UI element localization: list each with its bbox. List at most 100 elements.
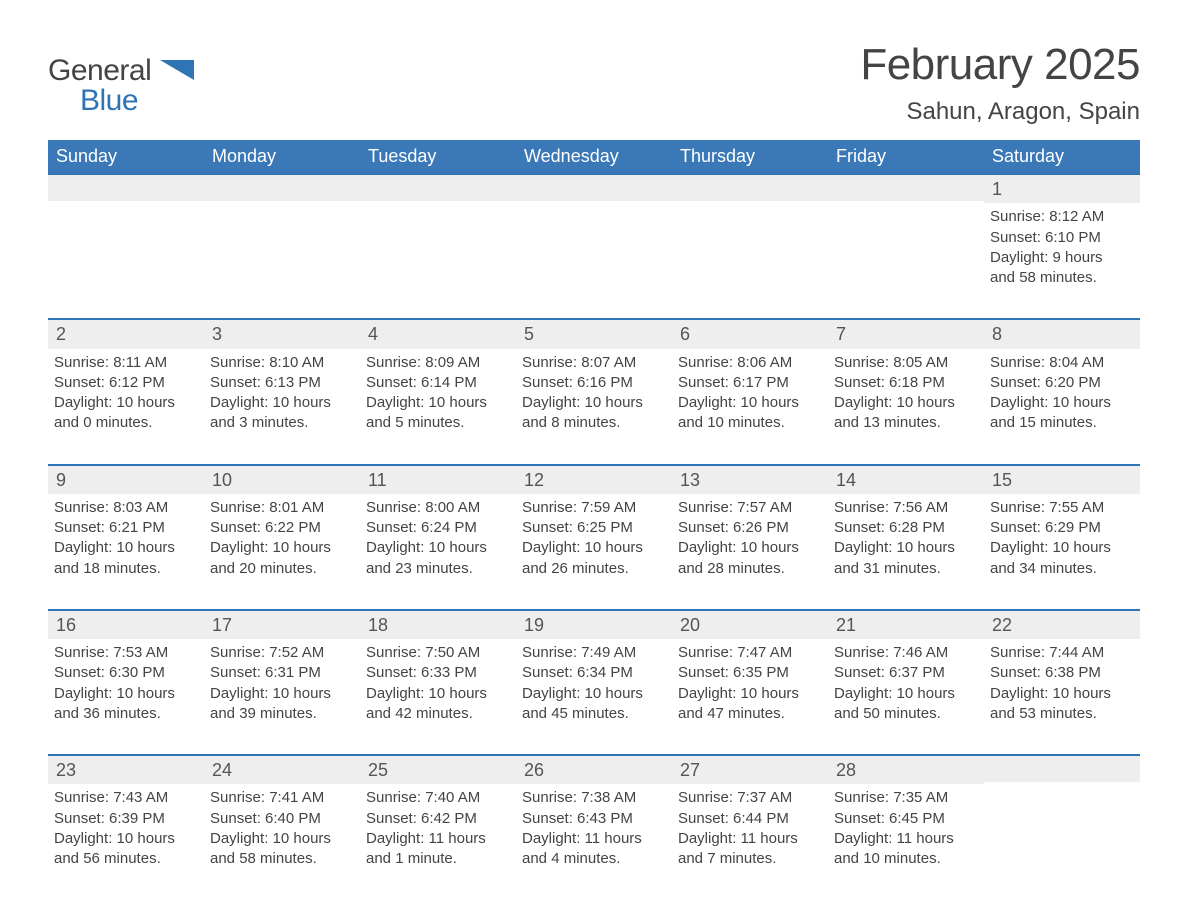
day-cell: 24Sunrise: 7:41 AMSunset: 6:40 PMDayligh…: [204, 756, 360, 869]
day-info: Sunrise: 8:01 AMSunset: 6:22 PMDaylight:…: [210, 498, 354, 579]
day-sunrise: Sunrise: 7:37 AM: [678, 788, 822, 808]
day-info: Sunrise: 7:53 AMSunset: 6:30 PMDaylight:…: [54, 643, 198, 724]
day-dl1: Daylight: 11 hours: [678, 829, 822, 849]
day-number: [48, 175, 204, 201]
day-info: Sunrise: 8:12 AMSunset: 6:10 PMDaylight:…: [990, 207, 1134, 288]
day-info: Sunrise: 8:10 AMSunset: 6:13 PMDaylight:…: [210, 353, 354, 434]
day-number: 10: [204, 466, 360, 494]
day-number: 28: [828, 756, 984, 784]
day-info: Sunrise: 7:49 AMSunset: 6:34 PMDaylight:…: [522, 643, 666, 724]
day-dl1: Daylight: 11 hours: [522, 829, 666, 849]
day-number: 20: [672, 611, 828, 639]
day-sunrise: Sunrise: 7:47 AM: [678, 643, 822, 663]
day-sunset: Sunset: 6:31 PM: [210, 663, 354, 683]
day-cell: 6Sunrise: 8:06 AMSunset: 6:17 PMDaylight…: [672, 320, 828, 433]
day-sunset: Sunset: 6:13 PM: [210, 373, 354, 393]
location-subtitle: Sahun, Aragon, Spain: [860, 98, 1140, 126]
day-sunrise: Sunrise: 8:03 AM: [54, 498, 198, 518]
day-cell: [984, 756, 1140, 869]
day-sunset: Sunset: 6:42 PM: [366, 809, 510, 829]
day-number: [360, 175, 516, 201]
day-dl1: Daylight: 10 hours: [54, 684, 198, 704]
day-info: Sunrise: 8:07 AMSunset: 6:16 PMDaylight:…: [522, 353, 666, 434]
day-dl2: and 50 minutes.: [834, 704, 978, 724]
week-row: 9Sunrise: 8:03 AMSunset: 6:21 PMDaylight…: [48, 464, 1140, 579]
day-cell: [828, 175, 984, 288]
day-cell: 13Sunrise: 7:57 AMSunset: 6:26 PMDayligh…: [672, 466, 828, 579]
day-info: Sunrise: 8:11 AMSunset: 6:12 PMDaylight:…: [54, 353, 198, 434]
day-info: Sunrise: 7:59 AMSunset: 6:25 PMDaylight:…: [522, 498, 666, 579]
dayname-thursday: Thursday: [672, 140, 828, 173]
day-dl2: and 8 minutes.: [522, 413, 666, 433]
day-sunrise: Sunrise: 8:09 AM: [366, 353, 510, 373]
day-sunrise: Sunrise: 7:44 AM: [990, 643, 1134, 663]
day-cell: 5Sunrise: 8:07 AMSunset: 6:16 PMDaylight…: [516, 320, 672, 433]
day-sunrise: Sunrise: 7:59 AM: [522, 498, 666, 518]
day-sunset: Sunset: 6:10 PM: [990, 228, 1134, 248]
day-dl2: and 18 minutes.: [54, 559, 198, 579]
day-dl1: Daylight: 10 hours: [210, 829, 354, 849]
day-number: [672, 175, 828, 201]
day-sunrise: Sunrise: 8:00 AM: [366, 498, 510, 518]
day-cell: 17 Sunrise: 7:52 AMSunset: 6:31 PMDayligh…: [204, 611, 360, 724]
day-cell: 2Sunrise: 8:11 AMSunset: 6:12 PMDaylight…: [48, 320, 204, 433]
day-sunrise: Sunrise: 7:57 AM: [678, 498, 822, 518]
day-dl2: and 3 minutes.: [210, 413, 354, 433]
day-number: 14: [828, 466, 984, 494]
day-sunrise: Sunrise: 8:01 AM: [210, 498, 354, 518]
day-sunrise: Sunrise: 7:41 AM: [210, 788, 354, 808]
day-info: Sunrise: 7:50 AMSunset: 6:33 PMDaylight:…: [366, 643, 510, 724]
day-sunset: Sunset: 6:38 PM: [990, 663, 1134, 683]
day-dl2: and 10 minutes.: [678, 413, 822, 433]
day-cell: [204, 175, 360, 288]
day-sunset: Sunset: 6:26 PM: [678, 518, 822, 538]
day-dl2: and 15 minutes.: [990, 413, 1134, 433]
day-number: [828, 175, 984, 201]
day-number: 1: [984, 175, 1140, 203]
day-cell: 16 Sunrise: 7:53 AMSunset: 6:30 PMDayligh…: [48, 611, 204, 724]
day-number: 12: [516, 466, 672, 494]
day-dl1: Daylight: 10 hours: [54, 538, 198, 558]
day-info: Sunrise: 7:41 AMSunset: 6:40 PMDaylight:…: [210, 788, 354, 869]
day-dl2: and 42 minutes.: [366, 704, 510, 724]
weeks-container: 1 Sunrise: 8:12 AMSunset: 6:10 PMDaylight…: [48, 173, 1140, 869]
calendar: Sunday Monday Tuesday Wednesday Thursday…: [48, 140, 1140, 869]
day-dl1: Daylight: 10 hours: [366, 393, 510, 413]
day-dl2: and 39 minutes.: [210, 704, 354, 724]
day-sunset: Sunset: 6:29 PM: [990, 518, 1134, 538]
day-number: 19: [516, 611, 672, 639]
day-sunrise: Sunrise: 7:43 AM: [54, 788, 198, 808]
day-cell: 21Sunrise: 7:46 AMSunset: 6:37 PMDayligh…: [828, 611, 984, 724]
day-info: Sunrise: 7:52 AMSunset: 6:31 PMDaylight:…: [210, 643, 354, 724]
day-dl1: Daylight: 9 hours: [990, 248, 1134, 268]
dayname-tuesday: Tuesday: [360, 140, 516, 173]
day-cell: 23Sunrise: 7:43 AMSunset: 6:39 PMDayligh…: [48, 756, 204, 869]
day-number: 26: [516, 756, 672, 784]
day-cell: 14Sunrise: 7:56 AMSunset: 6:28 PMDayligh…: [828, 466, 984, 579]
day-number: 16: [48, 611, 204, 639]
day-sunset: Sunset: 6:43 PM: [522, 809, 666, 829]
day-number: 13: [672, 466, 828, 494]
day-info: Sunrise: 8:04 AMSunset: 6:20 PMDaylight:…: [990, 353, 1134, 434]
day-number: 17: [204, 611, 360, 639]
title-block: February 2025 Sahun, Aragon, Spain: [860, 40, 1140, 126]
day-cell: 12 Sunrise: 7:59 AMSunset: 6:25 PMDayligh…: [516, 466, 672, 579]
dayname-sunday: Sunday: [48, 140, 204, 173]
day-cell: 1 Sunrise: 8:12 AMSunset: 6:10 PMDaylight…: [984, 175, 1140, 288]
day-dl1: Daylight: 10 hours: [366, 684, 510, 704]
day-dl1: Daylight: 10 hours: [678, 393, 822, 413]
day-number: 3: [204, 320, 360, 348]
day-sunset: Sunset: 6:14 PM: [366, 373, 510, 393]
day-dl2: and 58 minutes.: [990, 268, 1134, 288]
day-sunrise: Sunrise: 8:10 AM: [210, 353, 354, 373]
day-dl2: and 45 minutes.: [522, 704, 666, 724]
day-dl2: and 7 minutes.: [678, 849, 822, 869]
dayname-wednesday: Wednesday: [516, 140, 672, 173]
day-number: 18: [360, 611, 516, 639]
week-row: 23Sunrise: 7:43 AMSunset: 6:39 PMDayligh…: [48, 754, 1140, 869]
day-sunrise: Sunrise: 7:40 AM: [366, 788, 510, 808]
day-dl1: Daylight: 10 hours: [990, 538, 1134, 558]
day-sunrise: Sunrise: 7:55 AM: [990, 498, 1134, 518]
day-sunrise: Sunrise: 7:53 AM: [54, 643, 198, 663]
day-number: [984, 756, 1140, 782]
